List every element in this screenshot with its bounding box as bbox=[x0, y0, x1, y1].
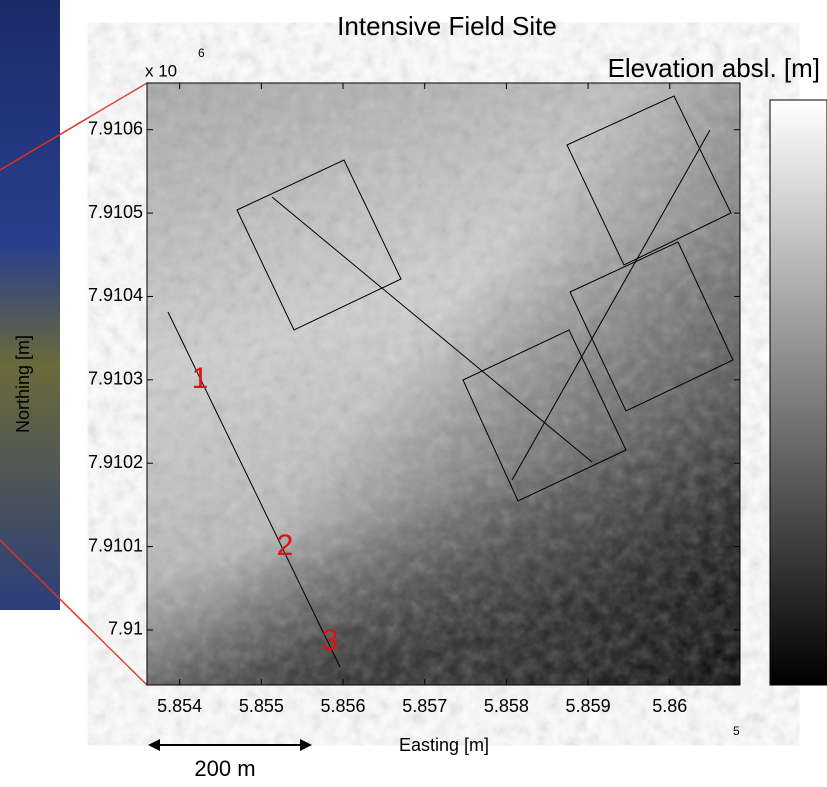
x-tick-label: 5.856 bbox=[321, 696, 366, 716]
x-axis-label: Easting [m] bbox=[399, 735, 489, 755]
scale-bar bbox=[148, 739, 312, 751]
scale-bar-label: 200 m bbox=[194, 756, 255, 781]
x-tick-label: 5.858 bbox=[484, 696, 529, 716]
annotation: 2 bbox=[277, 529, 294, 562]
plot-area bbox=[147, 83, 740, 685]
y-tick-label: 7.9104 bbox=[88, 285, 143, 305]
y-tick-label: 7.9103 bbox=[88, 369, 143, 389]
x-tick-label: 5.854 bbox=[157, 696, 202, 716]
zoom-line bbox=[0, 540, 147, 685]
y-tick-label: 7.91 bbox=[108, 619, 143, 639]
annotation: 1 bbox=[192, 362, 209, 395]
x-multiplier-exponent: 5 bbox=[733, 724, 740, 738]
x-tick-label: 5.859 bbox=[566, 696, 611, 716]
satellite-inset bbox=[0, 0, 60, 610]
y-tick-label: 7.9102 bbox=[88, 452, 143, 472]
figure: Intensive Field Site Elevation absl. [m]… bbox=[0, 0, 827, 782]
title: Intensive Field Site bbox=[337, 11, 557, 41]
x-tick-label: 5.86 bbox=[652, 696, 687, 716]
x-tick-label: 5.855 bbox=[239, 696, 284, 716]
colorbar-label: Elevation absl. [m] bbox=[608, 53, 820, 83]
x-tick-label: 5.857 bbox=[402, 696, 447, 716]
colorbar bbox=[770, 100, 827, 685]
annotation: 3 bbox=[322, 624, 339, 657]
y-tick-label: 7.9105 bbox=[88, 202, 143, 222]
y-multiplier-exponent: 6 bbox=[198, 46, 205, 60]
elevation-texture bbox=[147, 83, 740, 685]
y-tick-label: 7.9106 bbox=[88, 118, 143, 138]
y-tick-label: 7.9101 bbox=[88, 535, 143, 555]
y-axis-label: Northing [m] bbox=[13, 335, 33, 433]
y-multiplier: x 10 bbox=[145, 61, 177, 80]
